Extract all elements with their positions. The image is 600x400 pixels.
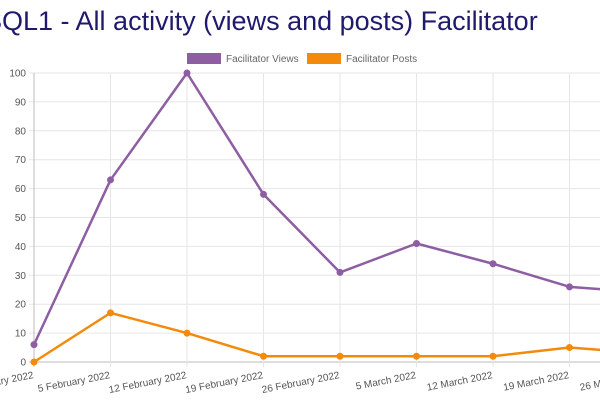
x-tick-label: 26 February 2022	[261, 370, 341, 396]
y-tick-label: 100	[9, 69, 26, 80]
legend-swatch-views	[187, 53, 221, 64]
x-tick-label: 12 February 2022	[108, 370, 188, 396]
data-point-views	[413, 240, 420, 248]
y-tick-label: 40	[15, 242, 27, 253]
data-point-views	[566, 283, 573, 291]
y-tick-label: 50	[15, 213, 27, 224]
data-point-views	[183, 69, 191, 77]
x-tick-label: 5 February 2022	[37, 370, 112, 395]
grid	[29, 72, 600, 367]
data-point-views	[489, 260, 497, 268]
data-point-posts	[489, 352, 497, 360]
x-tick-label: 19 March 2022	[502, 370, 570, 394]
y-tick-label: 0	[20, 358, 26, 369]
data-point-views	[30, 341, 38, 349]
data-point-posts	[566, 344, 573, 352]
y-tick-label: 80	[15, 126, 27, 137]
chart-title: SQL1 - All activity (views and posts) Fa…	[0, 6, 538, 36]
x-tick-label: 29 January 2022	[0, 370, 35, 395]
data-point-views	[107, 176, 114, 184]
y-tick-label: 30	[15, 271, 27, 282]
data-point-posts	[30, 358, 38, 366]
y-tick-label: 10	[15, 329, 27, 340]
y-tick-label: 60	[15, 184, 27, 195]
series-line-posts	[32, 311, 600, 364]
data-point-views	[260, 190, 267, 198]
data-point-views	[336, 268, 344, 276]
x-tick-label: 19 February 2022	[184, 370, 264, 396]
data-point-posts	[413, 352, 420, 360]
x-tick-label: 26 March 2022	[579, 370, 600, 394]
legend-swatch-posts	[307, 53, 341, 64]
legend-label-posts: Facilitator Posts	[346, 54, 417, 65]
data-point-posts	[183, 329, 191, 337]
data-point-posts	[107, 309, 114, 317]
x-tick-label: 12 March 2022	[426, 370, 494, 394]
y-tick-label: 70	[15, 155, 27, 166]
legend-label-views: Facilitator Views	[226, 54, 299, 65]
y-tick-label: 20	[15, 300, 27, 311]
data-point-posts	[260, 352, 267, 360]
y-tick-label: 90	[15, 97, 27, 108]
x-tick-label: 5 March 2022	[355, 370, 418, 393]
data-point-posts	[336, 352, 344, 360]
